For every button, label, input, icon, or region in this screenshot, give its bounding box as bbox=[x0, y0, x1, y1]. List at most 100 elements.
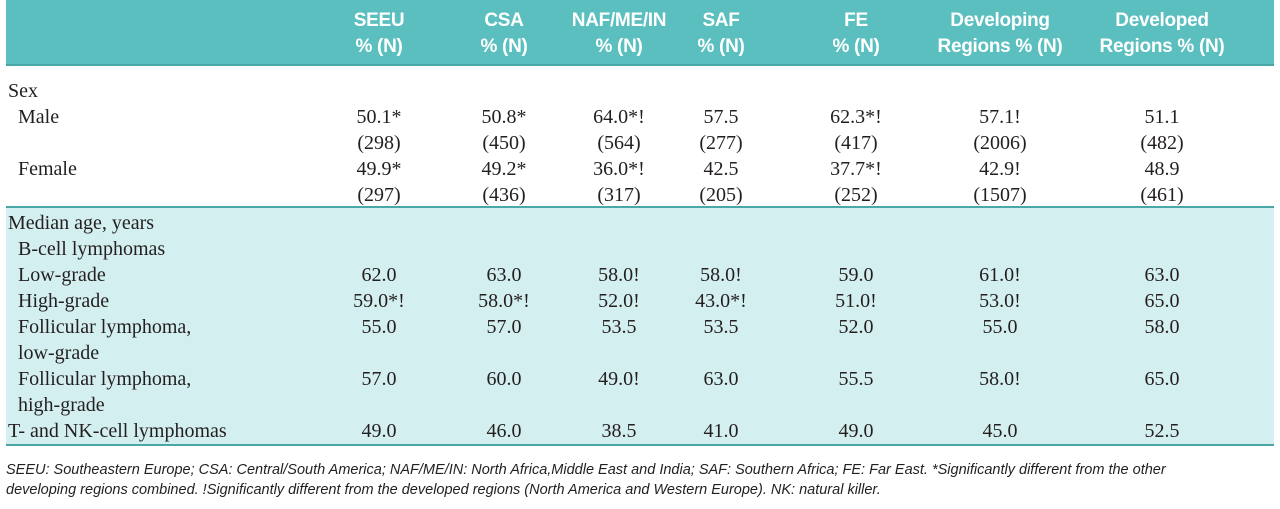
cell-count: (205) bbox=[699, 184, 743, 206]
row-label-follicular-low: Follicular lymphoma, bbox=[18, 316, 192, 338]
cell-count: (317) bbox=[597, 184, 641, 206]
row-female-pct: Female 49.9* 49.2* 36.0*! 42.5 37.7*! 42… bbox=[6, 156, 1274, 182]
section-sex: Sex Male 50.1* 50.8* 64.0*! 57.5 62.3*! … bbox=[6, 66, 1274, 208]
cell-value: 38.5 bbox=[601, 420, 637, 442]
cell-value: 45.0 bbox=[982, 420, 1018, 442]
section-title-sex: Sex bbox=[8, 80, 38, 102]
cell-count: (417) bbox=[834, 132, 878, 154]
header-fe: FE% (N) bbox=[832, 10, 880, 57]
row-follicular-low-cont: low-grade bbox=[6, 340, 1274, 366]
cell-value: 52.5 bbox=[1144, 420, 1180, 442]
cell-value: 62.3*! bbox=[830, 106, 882, 128]
cell-value: 46.0 bbox=[486, 420, 522, 442]
cell-value: 48.9 bbox=[1144, 158, 1180, 180]
row-label-follicular-low-cont: low-grade bbox=[18, 342, 100, 364]
cell-value: 42.9! bbox=[979, 158, 1021, 180]
cell-value: 36.0*! bbox=[593, 158, 645, 180]
section-median-age: Median age, years B-cell lymphomas Low-g… bbox=[6, 208, 1274, 446]
cell-value: 58.0! bbox=[598, 264, 640, 286]
data-table: SEEU% (N) CSA% (N) NAF/ME/IN% (N) SAF% (… bbox=[6, 0, 1274, 446]
row-male-n: (298) (450) (564) (277) (417) (2006) (48… bbox=[6, 130, 1274, 156]
cell-value: 50.8* bbox=[481, 106, 527, 128]
header-saf: SAF% (N) bbox=[697, 10, 745, 57]
row-label-follicular-high: Follicular lymphoma, bbox=[18, 368, 192, 390]
cell-value: 55.5 bbox=[838, 368, 874, 390]
cell-count: (482) bbox=[1140, 132, 1184, 154]
row-label-follicular-high-cont: high-grade bbox=[18, 394, 105, 416]
cell-count: (252) bbox=[834, 184, 878, 206]
table-footnote: SEEU: Southeastern Europe; CSA: Central/… bbox=[6, 460, 1274, 500]
cell-value: 53.5 bbox=[601, 316, 637, 338]
cell-value: 63.0 bbox=[486, 264, 522, 286]
cell-value: 55.0 bbox=[982, 316, 1018, 338]
cell-value: 49.9* bbox=[356, 158, 402, 180]
cell-value: 52.0! bbox=[598, 290, 640, 312]
cell-value: 65.0 bbox=[1144, 290, 1180, 312]
cell-value: 58.0! bbox=[979, 368, 1021, 390]
row-bcell-title: B-cell lymphomas bbox=[6, 236, 1274, 262]
footnote-line: developing regions combined. !Significan… bbox=[6, 482, 881, 498]
cell-value: 57.0 bbox=[361, 368, 397, 390]
section-title-median-age: Median age, years bbox=[8, 212, 155, 234]
row-label-low-grade: Low-grade bbox=[18, 264, 106, 286]
row-label-high-grade: High-grade bbox=[18, 290, 110, 312]
row-age-title: Median age, years bbox=[6, 210, 1274, 236]
cell-value: 65.0 bbox=[1144, 368, 1180, 390]
row-male-pct: Male 50.1* 50.8* 64.0*! 57.5 62.3*! 57.1… bbox=[6, 104, 1274, 130]
row-follicular-high-cont: high-grade bbox=[6, 392, 1274, 418]
cell-value: 58.0*! bbox=[478, 290, 530, 312]
cell-value: 49.2* bbox=[481, 158, 527, 180]
cell-value: 50.1* bbox=[356, 106, 402, 128]
cell-value: 49.0! bbox=[598, 368, 640, 390]
row-sex-title: Sex bbox=[6, 78, 1274, 104]
subsection-title-bcell: B-cell lymphomas bbox=[18, 238, 166, 260]
cell-value: 51.1 bbox=[1144, 106, 1180, 128]
footnote-line: SEEU: Southeastern Europe; CSA: Central/… bbox=[6, 462, 1166, 478]
cell-value: 57.1! bbox=[979, 106, 1021, 128]
cell-value: 58.0! bbox=[700, 264, 742, 286]
header-developed: Developed Regions % (N) bbox=[1099, 10, 1225, 57]
cell-count: (298) bbox=[357, 132, 401, 154]
cell-value: 59.0 bbox=[838, 264, 874, 286]
cell-value: 60.0 bbox=[486, 368, 522, 390]
cell-value: 61.0! bbox=[979, 264, 1021, 286]
row-high-grade: High-grade 59.0*! 58.0*! 52.0! 43.0*! 51… bbox=[6, 288, 1274, 314]
cell-value: 52.0 bbox=[838, 316, 874, 338]
header-naf-me-in: NAF/ME/IN% (N) bbox=[571, 10, 667, 57]
cell-value: 58.0 bbox=[1144, 316, 1180, 338]
cell-value: 64.0*! bbox=[593, 106, 645, 128]
cell-count: (277) bbox=[699, 132, 743, 154]
row-label-tnk: T- and NK-cell lymphomas bbox=[8, 420, 227, 442]
cell-value: 63.0 bbox=[1144, 264, 1180, 286]
table-header: SEEU% (N) CSA% (N) NAF/ME/IN% (N) SAF% (… bbox=[6, 0, 1274, 64]
cell-count: (1507) bbox=[973, 184, 1027, 206]
cell-value: 37.7*! bbox=[830, 158, 882, 180]
cell-count: (297) bbox=[357, 184, 401, 206]
cell-value: 41.0 bbox=[703, 420, 739, 442]
cell-value: 57.0 bbox=[486, 316, 522, 338]
row-follicular-low: Follicular lymphoma, 55.0 57.0 53.5 53.5… bbox=[6, 314, 1274, 340]
cell-value: 63.0 bbox=[703, 368, 739, 390]
header-developing: Developing Regions % (N) bbox=[937, 10, 1063, 57]
cell-count: (436) bbox=[482, 184, 526, 206]
row-low-grade: Low-grade 62.0 63.0 58.0! 58.0! 59.0 61.… bbox=[6, 262, 1274, 288]
row-follicular-high: Follicular lymphoma, 57.0 60.0 49.0! 63.… bbox=[6, 366, 1274, 392]
header-csa: CSA% (N) bbox=[480, 10, 528, 57]
cell-value: 43.0*! bbox=[695, 290, 747, 312]
cell-value: 42.5 bbox=[703, 158, 739, 180]
header-divider bbox=[6, 64, 1274, 66]
cell-count: (461) bbox=[1140, 184, 1184, 206]
cell-count: (2006) bbox=[973, 132, 1027, 154]
cell-value: 57.5 bbox=[703, 106, 739, 128]
cell-value: 53.0! bbox=[979, 290, 1021, 312]
row-label-female: Female bbox=[18, 158, 77, 180]
row-tnk: T- and NK-cell lymphomas 49.0 46.0 38.5 … bbox=[6, 418, 1274, 444]
cell-value: 51.0! bbox=[835, 290, 877, 312]
row-label-male: Male bbox=[18, 106, 60, 128]
row-female-n: (297) (436) (317) (205) (252) (1507) (46… bbox=[6, 182, 1274, 208]
cell-value: 49.0 bbox=[361, 420, 397, 442]
cell-count: (564) bbox=[597, 132, 641, 154]
cell-value: 49.0 bbox=[838, 420, 874, 442]
header-seeu: SEEU% (N) bbox=[353, 10, 405, 57]
cell-value: 55.0 bbox=[361, 316, 397, 338]
